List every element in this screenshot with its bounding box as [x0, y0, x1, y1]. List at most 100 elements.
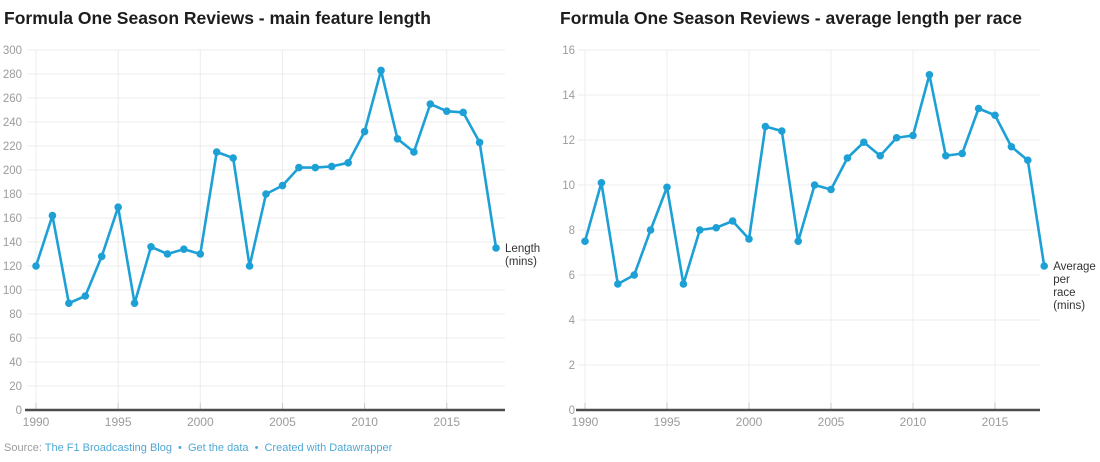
data-point-2014[interactable]: [426, 100, 435, 108]
data-point-2001[interactable]: [212, 148, 221, 156]
data-point-2013[interactable]: [958, 149, 966, 158]
y-axis-tick-label: 100: [3, 285, 22, 297]
data-point-1995[interactable]: [663, 183, 671, 192]
data-point-1991[interactable]: [48, 211, 57, 220]
data-point-2000[interactable]: [196, 250, 205, 258]
data-point-2000[interactable]: [745, 235, 753, 243]
chart-title-average-per-race: Formula One Season Reviews - average len…: [560, 8, 1022, 28]
data-point-2007[interactable]: [311, 163, 320, 172]
series-end-label: Average: [1053, 261, 1096, 273]
data-point-2003[interactable]: [794, 237, 802, 246]
data-point-2008[interactable]: [327, 162, 336, 171]
data-point-2017[interactable]: [1024, 156, 1032, 165]
chart-panel-average-per-race: Formula One Season Reviews - average len…: [557, 0, 1100, 440]
data-point-2012[interactable]: [942, 151, 950, 160]
line-chart-main-feature-length: 0 20 40 60 80 100 120 140 160 180 200 220 240 260 280 3…: [3, 45, 540, 429]
data-point-1996[interactable]: [130, 299, 139, 308]
data-point-2004[interactable]: [810, 181, 819, 189]
data-point-2011[interactable]: [377, 66, 385, 75]
y-axis-tick-label: 16: [562, 45, 575, 57]
data-point-1997[interactable]: [147, 243, 155, 251]
x-axis-tick-label: 2010: [900, 415, 927, 429]
data-point-2015[interactable]: [991, 111, 999, 120]
y-axis-tick-label: 10: [562, 180, 575, 192]
data-line: [583, 73, 1046, 286]
data-point-1993[interactable]: [81, 292, 90, 300]
source-link-f1-broadcasting-blog[interactable]: The F1 Broadcasting Blog: [44, 442, 172, 454]
data-point-2009[interactable]: [344, 159, 352, 167]
x-axis-tick-label: 2005: [818, 415, 845, 429]
y-axis-tick-label: 160: [3, 213, 22, 225]
data-point-2005[interactable]: [827, 185, 835, 194]
data-point-2018[interactable]: [492, 244, 500, 252]
data-point-1998[interactable]: [163, 250, 172, 258]
source-link-created-with-datawrapper[interactable]: Created with Datawrapper: [264, 442, 393, 454]
data-point-1992[interactable]: [614, 280, 622, 288]
data-point-1995[interactable]: [114, 203, 122, 211]
data-point-2008[interactable]: [876, 151, 884, 160]
data-point-2014[interactable]: [974, 104, 983, 113]
x-axis-tick-label: 1995: [654, 415, 681, 429]
data-point-2006[interactable]: [295, 163, 303, 172]
data-point-2018[interactable]: [1040, 262, 1048, 270]
x-axis-tick-label: 2010: [351, 415, 378, 429]
x-axis-tick-label: 1995: [105, 415, 132, 429]
data-point-1992[interactable]: [65, 299, 73, 308]
data-point-2016[interactable]: [1007, 142, 1016, 151]
x-axis-tick-label: 2015: [433, 415, 460, 429]
x-axis-tick-label: 1990: [572, 415, 599, 429]
series-end-label: (mins): [1053, 300, 1085, 312]
data-point-2004[interactable]: [262, 190, 270, 198]
data-point-2009[interactable]: [892, 133, 901, 142]
y-axis-tick-label: 0: [16, 405, 22, 417]
y-axis-tick-label: 6: [569, 270, 575, 282]
data-point-2016[interactable]: [459, 108, 467, 117]
y-axis-tick-label: 300: [3, 45, 22, 57]
data-point-1997[interactable]: [696, 226, 704, 234]
data-point-2013[interactable]: [410, 148, 418, 156]
data-point-2010[interactable]: [909, 131, 917, 140]
chart-panel-main-feature-length: Formula One Season Reviews - main featur…: [0, 0, 546, 440]
data-point-2001[interactable]: [761, 122, 770, 131]
data-point-2003[interactable]: [245, 262, 254, 270]
y-axis-tick-label: 120: [3, 261, 22, 273]
y-axis-tick-label: 8: [569, 225, 575, 237]
y-axis-tick-label: 60: [9, 333, 22, 345]
y-axis-tick-label: 280: [3, 69, 22, 81]
y-axis-tick-label: 2: [569, 360, 575, 372]
data-point-1994[interactable]: [646, 226, 655, 234]
y-axis-tick-label: 20: [9, 381, 22, 393]
chart-title-main-feature-length: Formula One Season Reviews - main featur…: [4, 8, 431, 28]
data-point-2007[interactable]: [860, 138, 868, 147]
data-point-2006[interactable]: [843, 154, 852, 162]
x-axis-tick-label: 1990: [23, 415, 50, 429]
data-point-1996[interactable]: [679, 280, 688, 288]
data-point-2005[interactable]: [278, 181, 287, 190]
data-point-2010[interactable]: [360, 127, 369, 136]
data-point-2011[interactable]: [925, 70, 934, 79]
separator-dot: •: [254, 442, 259, 454]
data-point-2015[interactable]: [442, 107, 451, 115]
data-point-1991[interactable]: [597, 178, 606, 187]
data-point-1994[interactable]: [97, 252, 106, 261]
data-point-1999[interactable]: [728, 217, 737, 225]
y-axis-tick-label: 240: [3, 117, 22, 129]
data-point-1998[interactable]: [712, 223, 720, 232]
data-point-2002[interactable]: [229, 154, 237, 162]
data-point-1990[interactable]: [32, 262, 40, 270]
source-link-get-the-data[interactable]: Get the data: [187, 442, 249, 454]
series-end-label: (mins): [505, 256, 537, 268]
data-point-2017[interactable]: [475, 138, 484, 147]
y-axis-tick-label: 14: [562, 90, 575, 102]
data-point-1999[interactable]: [180, 245, 188, 253]
data-point-1993[interactable]: [630, 271, 638, 279]
data-point-2002[interactable]: [778, 127, 786, 135]
data-point-1990[interactable]: [581, 237, 589, 246]
x-axis-tick-label: 2005: [269, 415, 296, 429]
series-end-label: race: [1053, 287, 1075, 299]
y-axis-tick-label: 40: [9, 357, 22, 369]
source-attribution: Source: The F1 Broadcasting Blog • Get t…: [4, 442, 392, 454]
x-axis-tick-label: 2015: [982, 415, 1009, 429]
data-point-2012[interactable]: [393, 135, 402, 143]
y-axis-tick-label: 0: [569, 405, 575, 417]
